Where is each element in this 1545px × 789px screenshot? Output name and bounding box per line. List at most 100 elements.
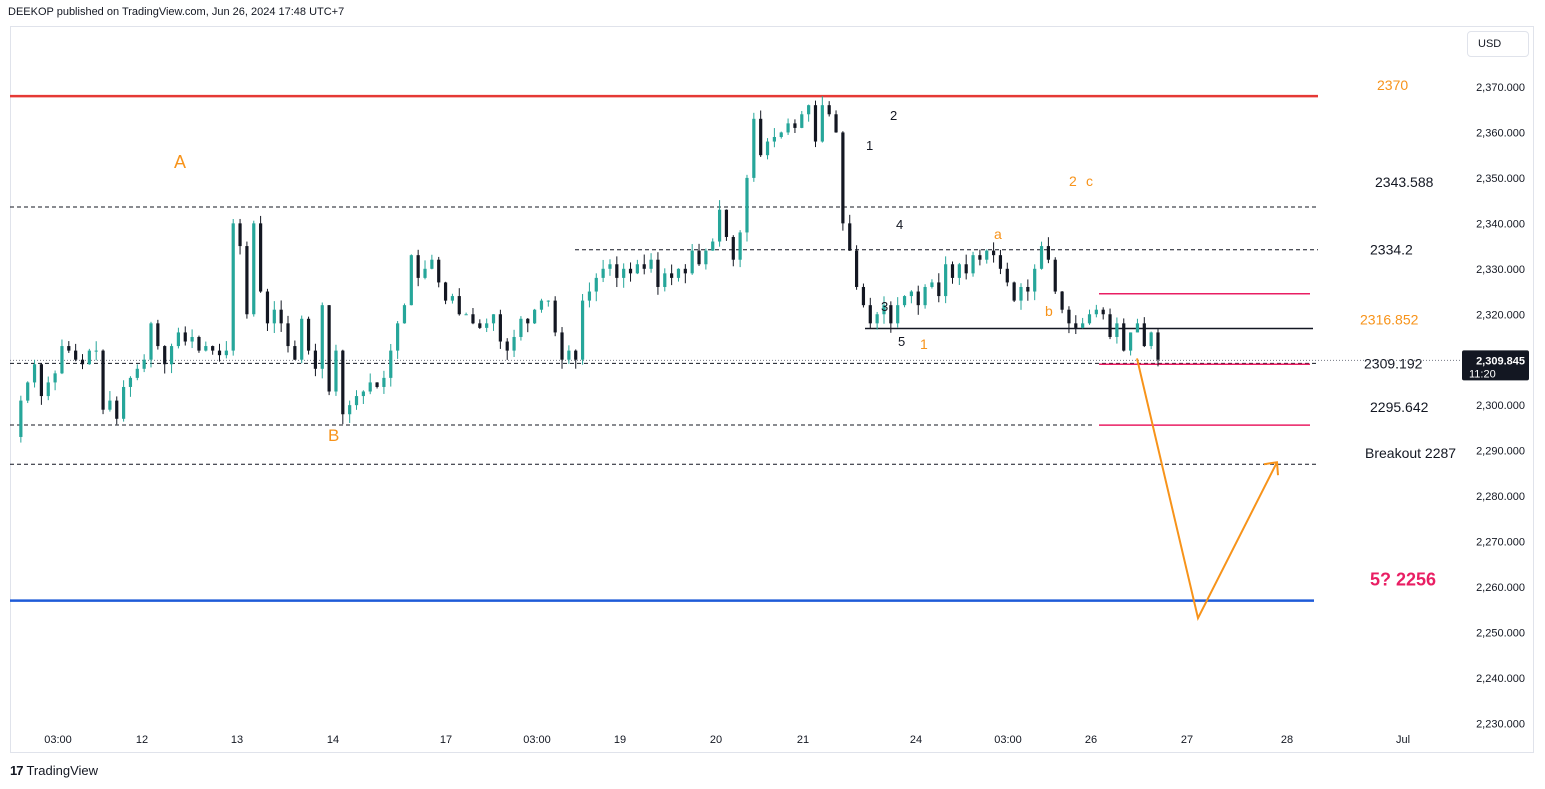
candle-body [39,364,44,397]
currency-selector[interactable]: USD [1467,31,1529,57]
candle-body [128,377,133,387]
price-axis-tick: 2,330.000 [1476,264,1525,276]
candle-body [985,250,989,260]
price-level-label: 2334.2 [1370,242,1413,258]
candle-body [396,323,400,351]
candle-body [382,377,386,387]
candle-body [1005,268,1009,283]
candle-body [519,318,523,337]
price-axis-tick: 2,270.000 [1476,537,1525,549]
candle-body [512,336,516,351]
candle-body [402,305,407,324]
candles [19,96,1160,443]
footer-brand: TradingView [26,763,99,778]
price-axis-tick: 2,240.000 [1476,673,1525,685]
price-axis-tick: 2,230.000 [1476,718,1525,730]
candle-body [759,118,763,156]
time-axis-tick: 12 [136,734,148,746]
projection-arrowhead [1263,461,1279,476]
price-level-label: 2295.642 [1370,399,1429,415]
candle-body [930,282,934,287]
wave-label: 2 [890,108,897,123]
candle-body [1156,332,1160,360]
wave-label: 1 [920,336,928,352]
candle-body [786,123,790,133]
wave-label: a [994,226,1002,242]
price-axis-tick: 2,320.000 [1476,309,1525,321]
candle-body [800,114,804,128]
wave-label: 4 [896,217,903,232]
candle-body [896,305,900,324]
candle-body [615,264,619,278]
candle-body [272,309,276,324]
candle-body [478,323,482,328]
candle-body [909,291,913,297]
candle-body [389,350,393,378]
candle-body [1053,259,1057,292]
candle-body [231,223,235,351]
time-axis-tick: 20 [710,734,722,746]
candle-body [827,105,831,115]
candle-body [334,350,338,392]
candle-body [957,264,961,278]
candle-body [731,236,735,260]
candle-body [450,296,455,301]
candle-body [793,123,797,128]
candle-body [854,250,859,287]
candle-body [594,277,598,292]
price-axis: 2,370.000 2,360.000 2,350.000 2,340.000 2,33… [1462,82,1529,730]
candle-body [94,350,98,352]
candle-body [635,264,639,274]
price-axis-tick: 2,360.000 [1476,127,1525,139]
time-axis-tick: 19 [614,734,626,746]
candle-body [1108,314,1112,337]
candle-body [1067,309,1071,324]
candle-body [944,264,948,297]
candle-body [642,264,646,269]
time-axis-tick: 28 [1281,734,1293,746]
time-axis: 03:00 12 13 14 17 03:00 19 20 21 24 03:00 26 27 28 Jul [44,734,1410,746]
candle-body [87,350,91,365]
candle-body [265,291,270,324]
candle-body [327,305,331,392]
wave-label: b [1045,303,1053,319]
candle-body [923,286,927,306]
price-levels: 2370 2343.588 2334.2 2316.852 2309.192 2295.6… [10,77,1462,602]
candle-body [738,232,742,260]
candle-body [375,382,379,387]
candle-body [293,346,297,360]
price-axis-tick: 2,290.000 [1476,446,1525,458]
candle-body [978,255,982,260]
candle-body [841,132,845,224]
candle-body [1074,323,1078,328]
candle-body [608,264,612,269]
candle-body [183,332,187,342]
candle-body [169,346,174,365]
price-level-label: Breakout 2287 [1365,445,1456,461]
wave-label: 1 [866,138,873,153]
candle-body [813,105,818,142]
candle-body [546,300,550,302]
candle-body [533,309,537,324]
candle-body [587,291,592,301]
candle-body [361,391,365,397]
candle-body [1019,286,1023,301]
candle-body [964,264,968,274]
candle-body [1142,323,1146,347]
candle-body [724,209,729,237]
candle-body [1101,309,1105,315]
price-level-label: 2309.192 [1364,355,1423,371]
candle-body [1081,323,1085,328]
candle-body [711,241,715,251]
candle-body [354,396,359,406]
candle-body [115,400,119,419]
candle-body [286,323,290,347]
candle-body [882,305,886,315]
candle-body [238,223,242,247]
candle-body [1115,323,1119,337]
candle-body [176,332,181,347]
candle-body [998,255,1003,269]
wave-label: 5 [898,334,905,349]
candle-body [60,346,64,374]
